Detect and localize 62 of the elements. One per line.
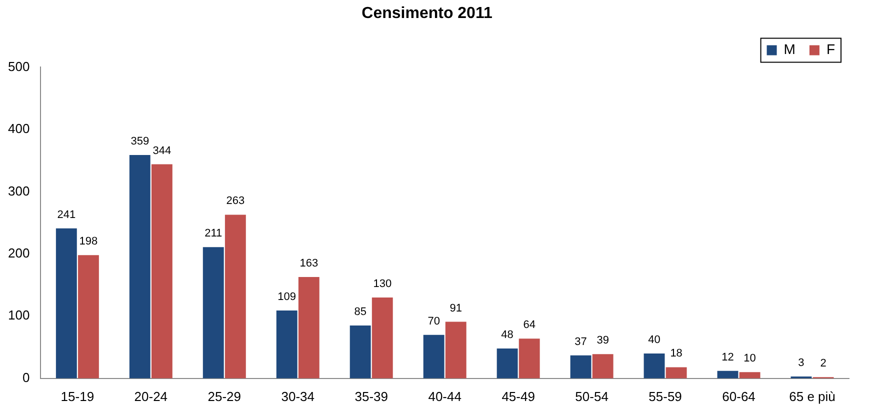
data-label: 85 [354,306,366,318]
legend-label: F [826,41,836,58]
x-tick-label: 65 e più [789,388,836,404]
data-label: 18 [670,348,682,360]
bar [151,164,172,378]
bar [496,348,518,378]
bar [276,310,298,378]
data-label: 64 [523,319,536,332]
bar [129,154,150,378]
bar [644,354,665,378]
data-label: 263 [226,195,245,208]
y-tick-label: 200 [8,246,30,260]
data-label: 109 [278,291,296,304]
bar [717,370,738,378]
bar [372,297,393,378]
bar [224,214,246,378]
bar [518,338,540,378]
x-tick-label: 50-54 [575,388,608,404]
data-label: 37 [574,336,587,348]
data-label: 359 [130,135,150,148]
x-tick-label: 60-64 [722,388,756,404]
data-label: 39 [596,334,609,347]
data-label: 211 [204,228,222,240]
bar [739,372,760,378]
x-tick-label: 45-49 [502,388,535,404]
data-label: 163 [300,257,318,270]
x-tick-label: 25-29 [208,388,242,404]
data-label: 12 [722,351,734,364]
bar [298,276,320,378]
y-tick-label: 300 [8,183,30,198]
data-label: 130 [373,278,392,290]
legend-label: M [784,41,796,58]
data-label: 48 [501,329,514,342]
bar [666,367,687,378]
y-tick-label: 100 [8,308,30,323]
x-tick-label: 20-24 [134,388,168,404]
bar [445,322,466,378]
bar [570,355,592,378]
chart-title: Censimento 2011 [362,5,492,22]
data-label: 40 [648,334,660,346]
data-label: 3 [798,357,804,370]
x-tick-label: 30-34 [281,388,315,404]
bar [423,334,444,378]
data-label: 10 [744,352,756,365]
bar [78,255,99,378]
data-label: 2 [820,358,826,370]
data-label: 241 [57,208,76,221]
bar [202,247,224,378]
data-label: 70 [428,315,440,328]
y-tick-label: 0 [22,370,30,385]
data-label: 198 [79,236,98,248]
bar [350,325,371,378]
x-tick-label: 35-39 [354,388,388,404]
bar [56,228,77,378]
x-tick-label: 15-19 [60,388,94,404]
x-tick-label: 55-59 [648,388,682,404]
data-label: 344 [152,144,172,157]
y-tick-label: 400 [8,121,30,136]
x-tick-label: 40-44 [428,388,462,404]
bar [592,354,614,378]
data-label: 91 [450,302,462,314]
y-tick-label: 500 [8,58,30,74]
